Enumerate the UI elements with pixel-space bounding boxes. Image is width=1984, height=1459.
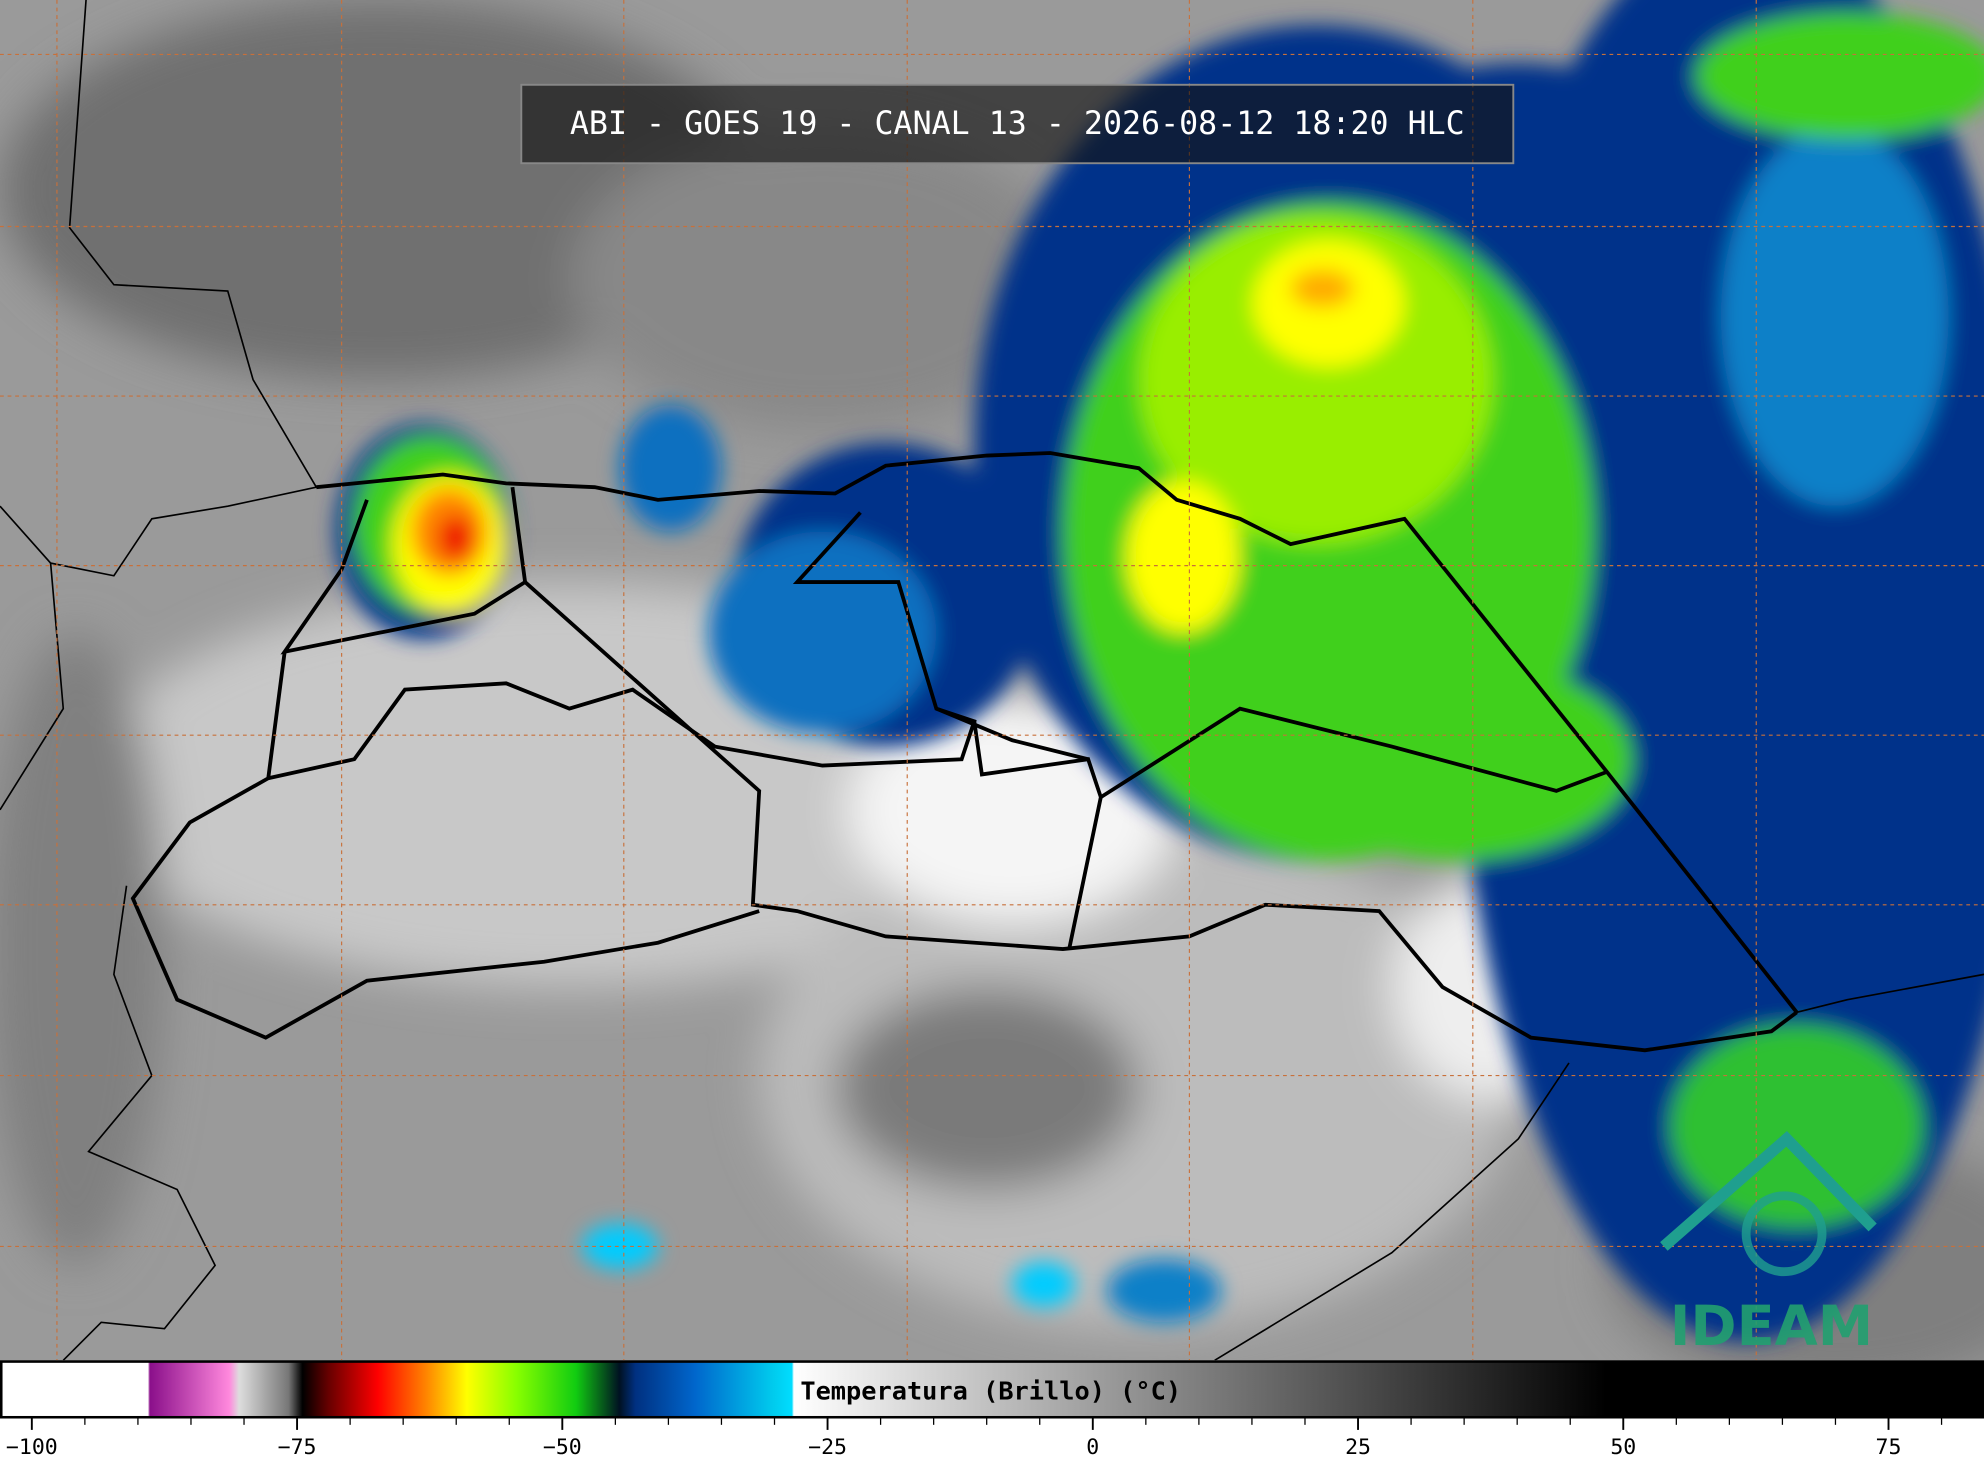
colorbar-tick-label: 75 [1876,1435,1902,1459]
colorbar [0,1360,1984,1419]
colorbar-tick-label: −100 [6,1435,58,1459]
title-box [520,83,1515,165]
graticule [0,0,1984,1361]
colorbar-tick-label: −25 [808,1435,847,1459]
colorbar-tick-label: −50 [543,1435,582,1459]
title: ABI - GOES 19 - CANAL 13 - 2026-08-12 18… [570,106,1465,142]
logo-text: IDEAM [1670,1294,1873,1359]
imagery [0,0,1984,1392]
colorbar-label: Temperatura (Brillo) (°C) [800,1377,1181,1406]
colorbar-tick-label: −75 [278,1435,317,1459]
colorbar-tick-label: 0 [1086,1435,1099,1459]
colorbar-tick-label: 50 [1610,1435,1636,1459]
colorbar-tick-label: 25 [1345,1435,1371,1459]
logo: IDEAM [1660,1131,1877,1359]
